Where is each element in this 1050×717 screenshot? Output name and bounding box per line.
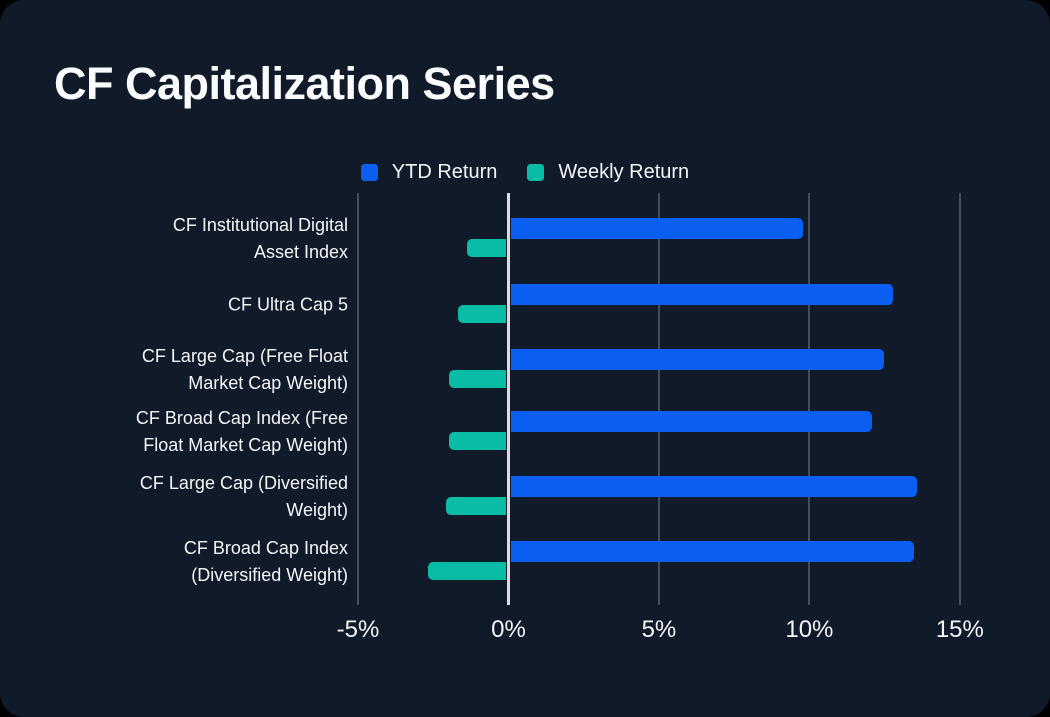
x-tick-label: 10% xyxy=(785,616,834,643)
legend-label-weekly: Weekly Return xyxy=(558,161,690,183)
x-tick-label: 15% xyxy=(935,616,984,643)
legend-label-ytd: YTD Return xyxy=(391,161,498,183)
zero-line xyxy=(506,193,510,605)
gridline xyxy=(808,193,811,605)
bar-weekly-return[interactable] xyxy=(466,239,506,257)
gridline xyxy=(657,193,660,605)
x-tick-label: -5% xyxy=(336,616,380,643)
bar-weekly-return[interactable] xyxy=(448,370,506,388)
category-label: CF Broad Cap Index (Diversified Weight) xyxy=(183,538,348,585)
y-axis-labels: CF Institutional Digital Asset Index CF Ul… xyxy=(0,0,348,717)
category-label: CF Large Cap (Free Float Market Cap Weigh… xyxy=(141,346,348,393)
legend-swatch-ytd-icon xyxy=(360,164,378,181)
legend-swatch-weekly-icon xyxy=(527,164,545,181)
category-label: CF Ultra Cap 5 xyxy=(227,294,348,315)
legend-item-weekly-return[interactable]: Weekly Return xyxy=(527,161,689,184)
bar-ytd-return[interactable] xyxy=(510,218,803,239)
x-tick-label: 0% xyxy=(491,616,526,643)
bar-ytd-return[interactable] xyxy=(510,476,918,497)
chart-legend: YTD Return Weekly Return xyxy=(0,161,1050,184)
gridline xyxy=(357,193,359,605)
bar-weekly-return[interactable] xyxy=(445,497,506,515)
bar-ytd-return[interactable] xyxy=(510,541,915,562)
bar-ytd-return[interactable] xyxy=(510,349,885,370)
category-label: CF Institutional Digital Asset Index xyxy=(172,215,348,262)
bar-weekly-return[interactable] xyxy=(448,432,506,450)
chart-plot-area xyxy=(357,193,1008,605)
category-label: CF Large Cap (Diversified Weight) xyxy=(139,473,348,520)
gridline xyxy=(958,193,961,605)
category-label: CF Broad Cap Index (Free Float Market Cap… xyxy=(135,408,348,455)
legend-item-ytd-return[interactable]: YTD Return xyxy=(360,161,498,184)
bar-ytd-return[interactable] xyxy=(510,411,873,432)
bar-weekly-return[interactable] xyxy=(427,562,506,580)
chart-title: CF Capitalization Series xyxy=(54,58,555,109)
bar-weekly-return[interactable] xyxy=(457,305,506,323)
bar-ytd-return[interactable] xyxy=(510,284,894,305)
x-tick-label: 5% xyxy=(641,616,677,643)
